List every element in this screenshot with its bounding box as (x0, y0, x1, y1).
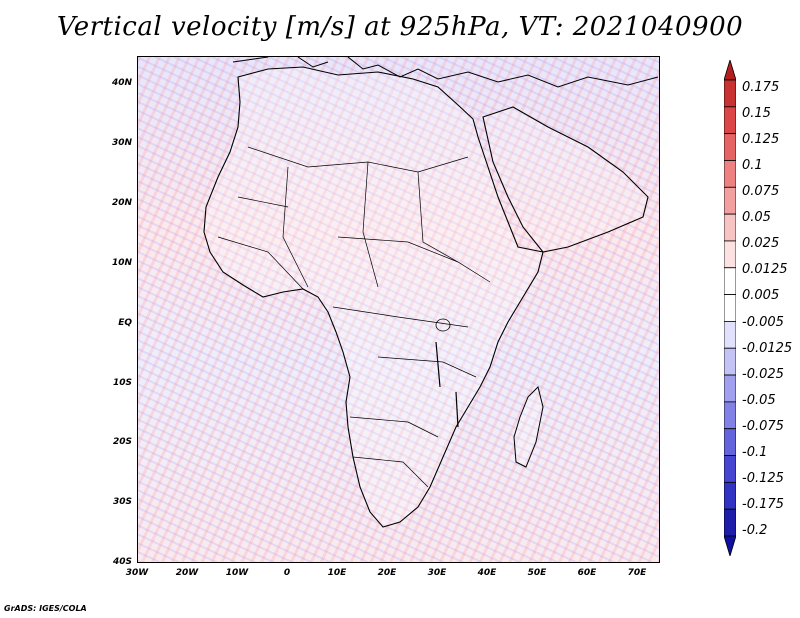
colorbar-segment (724, 186, 736, 215)
colorbar-segment (724, 79, 736, 108)
lat-label-10s: 10S (112, 378, 132, 388)
colorbar-label: -0.175 (742, 497, 784, 512)
lat-label-20n: 20N (111, 198, 132, 208)
colorbar-segment (724, 347, 736, 376)
colorbar-label: 0.005 (742, 288, 780, 303)
colorbar-segment (724, 240, 736, 269)
lon-label-20e: 20E (377, 568, 397, 578)
lat-label-20s: 20S (112, 437, 132, 447)
colorbar-label: 0.075 (742, 184, 780, 199)
lat-label-30s: 30S (112, 497, 132, 507)
colorbar-segment (724, 455, 736, 483)
lon-label-50e: 50E (527, 568, 547, 578)
colorbar-bottom-arrow (724, 535, 736, 556)
lat-label-10n: 10N (111, 258, 132, 268)
lat-label-30n: 30N (111, 138, 132, 148)
colorbar-label: 0.05 (742, 210, 771, 225)
colorbar-label: 0.025 (742, 236, 780, 251)
map-plot-area (137, 56, 660, 563)
colorbar-segment (724, 428, 736, 456)
colorbar-label: -0.2 (742, 523, 768, 538)
grads-credit: GrADS: IGES/COLA (4, 604, 87, 613)
colorbar-label: -0.0125 (742, 341, 793, 356)
colorbar-label: 0.1 (742, 158, 763, 173)
colorbar-segment (724, 133, 736, 161)
colorbar-top-arrow (724, 60, 736, 81)
colorbar-segment (724, 508, 736, 537)
colorbar-label: 0.15 (742, 106, 771, 121)
lat-label-eq: EQ (118, 318, 132, 328)
colorbar-segment (724, 374, 736, 403)
madagascar-coastline (513, 386, 544, 468)
colorbar-segment (724, 294, 736, 322)
colorbar-segment (724, 213, 736, 242)
lat-label-40s: 40S (112, 557, 132, 567)
lake-victoria (435, 318, 451, 332)
colorbar-segment (724, 160, 736, 188)
country-borders (217, 146, 491, 488)
colorbar-segment (724, 401, 736, 430)
colorbar-label: -0.005 (742, 315, 784, 330)
colorbar-segment (724, 106, 736, 135)
colorbar-label: -0.125 (742, 471, 784, 486)
colorbar-label: 0.175 (742, 80, 780, 95)
colorbar-segment (724, 267, 736, 295)
lake-tanganyika (435, 341, 441, 388)
arabia-coastline (482, 106, 649, 253)
colorbar-label: -0.025 (742, 367, 784, 382)
lon-label-60e: 60E (577, 568, 597, 578)
lon-label-0: 0 (283, 568, 291, 578)
lon-label-30e: 30E (427, 568, 447, 578)
colorbar-label: -0.1 (742, 445, 768, 460)
lon-label-40e: 40E (477, 568, 497, 578)
europe-coastline (232, 57, 659, 88)
lake-malawi (455, 391, 459, 428)
lon-label-70e: 70E (627, 568, 647, 578)
africa-coastline (203, 66, 544, 528)
lon-label-20w: 20W (175, 568, 199, 578)
map-title: Vertical velocity [m/s] at 925hPa, VT: 2… (56, 12, 744, 42)
colorbar (724, 60, 736, 556)
africa-map-outline (203, 57, 659, 528)
colorbar-label: 0.0125 (742, 262, 788, 277)
colorbar-segment (724, 481, 736, 510)
colorbar-label: -0.05 (742, 393, 776, 408)
colorbar-label: 0.125 (742, 132, 780, 147)
lon-label-10w: 10W (225, 568, 249, 578)
lat-label-40n: 40N (111, 78, 132, 88)
colorbar-segment (724, 321, 736, 349)
lon-label-30w: 30W (125, 568, 149, 578)
colorbar-label: -0.075 (742, 419, 784, 434)
lon-label-10e: 10E (327, 568, 347, 578)
